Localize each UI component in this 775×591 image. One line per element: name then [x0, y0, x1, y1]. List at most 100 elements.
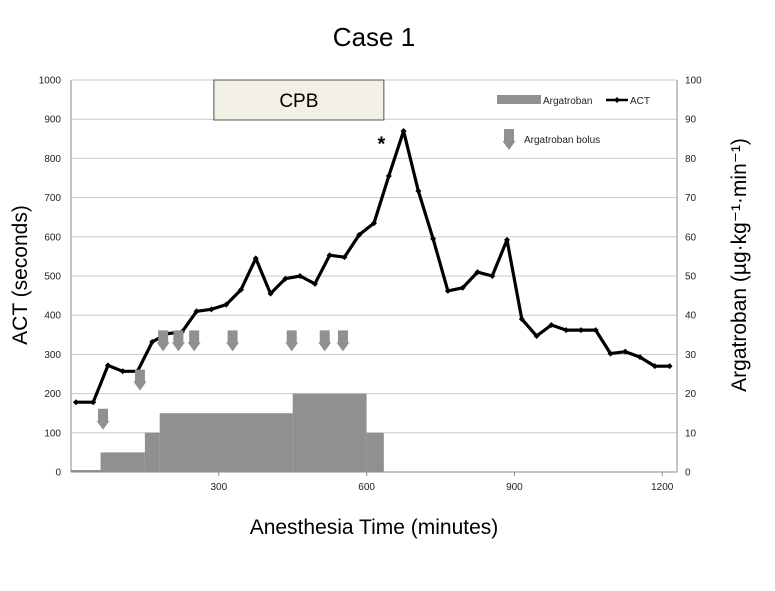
- x-tick-label: 900: [506, 482, 523, 493]
- act-point: [622, 348, 629, 355]
- y-tick-label: 600: [44, 232, 61, 243]
- act-point: [90, 399, 97, 406]
- act-point: [563, 327, 570, 334]
- act-point: [371, 220, 377, 227]
- legend-bolus-arrow: [502, 129, 516, 150]
- bolus-arrow: [336, 330, 350, 352]
- act-point: [208, 306, 215, 313]
- argatroban-step: [159, 413, 293, 472]
- legend-act-marker: [614, 97, 620, 103]
- bolus-arrow: [133, 369, 147, 391]
- act-point: [607, 350, 614, 357]
- argatroban-step: [366, 432, 384, 472]
- act-point: [237, 286, 244, 293]
- legend-act-label: ACT: [630, 96, 650, 107]
- y2-axis-title: Argatroban (µg·kg⁻¹·min⁻¹): [728, 138, 751, 392]
- act-point: [267, 290, 274, 297]
- y-tick-label: 200: [44, 389, 61, 400]
- act-point: [282, 275, 289, 282]
- bolus-arrow: [285, 330, 299, 352]
- y2-tick-label: 100: [685, 76, 702, 87]
- act-point: [326, 252, 333, 259]
- bolus-arrow: [318, 330, 332, 352]
- y-tick-label: 300: [44, 350, 61, 361]
- argatroban-step: [144, 432, 160, 472]
- bolus-arrow: [187, 330, 201, 352]
- y-tick-label: 1000: [39, 76, 62, 87]
- bolus-arrow: [226, 330, 240, 352]
- act-point: [592, 327, 599, 334]
- x-tick-label: 600: [358, 482, 375, 493]
- y-tick-label: 0: [55, 468, 61, 479]
- act-point: [400, 127, 407, 134]
- act-point: [504, 236, 511, 243]
- bolus-arrow: [96, 408, 110, 430]
- y2-tick-label: 70: [685, 193, 697, 204]
- act-series-line: [75, 129, 670, 404]
- act-point: [72, 399, 79, 406]
- act-point: [149, 338, 156, 345]
- y2-tick-label: 40: [685, 311, 697, 322]
- act-point: [651, 363, 658, 370]
- act-point: [341, 254, 348, 261]
- argatroban-step: [100, 452, 145, 472]
- argatroban-step: [71, 470, 101, 472]
- act-point: [666, 363, 673, 370]
- act-point: [356, 231, 363, 238]
- act-point: [415, 187, 422, 194]
- y2-tick-label: 80: [685, 154, 697, 165]
- act-point: [430, 235, 437, 242]
- act-point: [459, 284, 466, 291]
- act-line: [72, 127, 673, 406]
- act-point: [193, 308, 200, 315]
- act-point: [577, 327, 584, 334]
- argatroban-area: [71, 393, 384, 472]
- y-tick-label: 700: [44, 193, 61, 204]
- y-tick-label: 500: [44, 272, 61, 283]
- bolus-arrows: [96, 330, 350, 430]
- y2-tick-label: 20: [685, 389, 697, 400]
- act-point: [119, 368, 126, 375]
- cpb-label: CPB: [279, 91, 318, 112]
- act-point: [489, 273, 496, 279]
- y2-tick-label: 0: [685, 468, 691, 479]
- y2-tick-label: 90: [685, 115, 697, 126]
- chart-title: Case 1: [333, 22, 415, 52]
- act-point: [252, 255, 259, 262]
- legend: Argatroban ACT Argatroban bolus: [497, 95, 650, 150]
- x-tick-label: 300: [210, 482, 227, 493]
- y-tick-label: 800: [44, 154, 61, 165]
- y2-tick-label: 10: [685, 428, 697, 439]
- x-tick-label: 1200: [651, 482, 674, 493]
- legend-argatroban-label: Argatroban: [543, 96, 592, 107]
- act-point: [637, 354, 644, 361]
- argatroban-step: [292, 393, 367, 472]
- act-point: [385, 173, 392, 180]
- peak-annotation: *: [377, 134, 385, 156]
- y-tick-label: 900: [44, 115, 61, 126]
- y-tick-label: 100: [44, 428, 61, 439]
- bolus-arrow: [171, 330, 185, 352]
- y-tick-label: 400: [44, 311, 61, 322]
- act-point: [297, 273, 304, 279]
- y2-tick-label: 60: [685, 232, 697, 243]
- act-point: [444, 287, 451, 294]
- act-point: [533, 332, 540, 339]
- act-point: [518, 316, 525, 323]
- act-point: [223, 301, 230, 308]
- y-axis-title: ACT (seconds): [9, 205, 32, 345]
- cpb-box: CPB *: [213, 79, 385, 156]
- act-point: [311, 280, 318, 287]
- act-point: [104, 362, 111, 369]
- bolus-arrow: [156, 330, 170, 352]
- legend-argatroban-swatch: [497, 95, 541, 104]
- act-point: [548, 322, 555, 328]
- act-point: [474, 269, 481, 276]
- axes: 0 100 200 300 400 500 600 700 800 900 1000 0 10 20 30 4…: [39, 76, 702, 494]
- cpb-band: [213, 79, 385, 121]
- x-axis-title: Anesthesia Time (minutes): [250, 516, 499, 539]
- y2-tick-label: 50: [685, 272, 697, 283]
- legend-bolus-label: Argatroban bolus: [524, 135, 600, 146]
- y2-tick-label: 30: [685, 350, 697, 361]
